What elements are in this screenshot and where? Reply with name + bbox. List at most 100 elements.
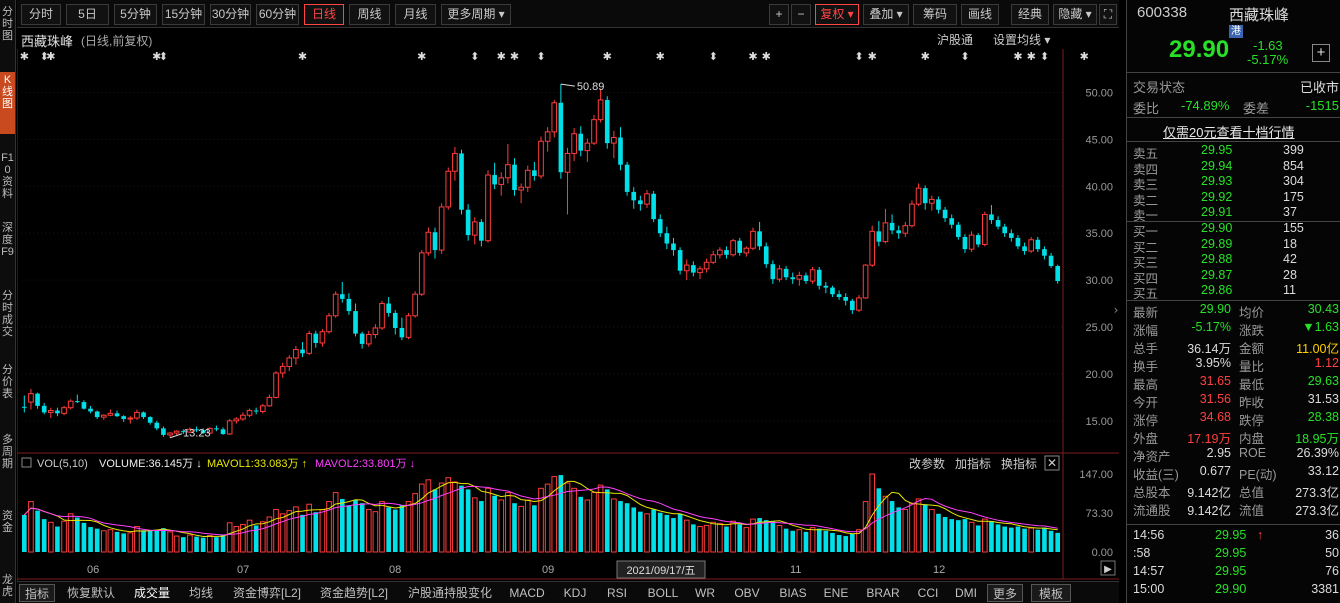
collapse-panel-icon[interactable]: › — [1114, 303, 1119, 317]
indicator-tab[interactable]: WR — [695, 586, 715, 600]
candle — [359, 331, 365, 349]
volume-bar — [856, 529, 862, 553]
fullscreen-icon[interactable]: ⛶ — [1099, 4, 1117, 25]
event-marker-icon[interactable]: ✱ — [868, 50, 877, 63]
order-book-row[interactable]: 买一 29.90 155 — [1133, 221, 1304, 239]
side-tab[interactable]: 资金 — [2, 510, 13, 534]
indicator-tab[interactable]: 均线 — [188, 586, 213, 600]
order-book-row[interactable]: 卖一 29.91 37 — [1133, 205, 1297, 224]
event-marker-icon[interactable]: ✱ — [921, 50, 930, 63]
event-marker-icon[interactable]: ⬍ — [854, 50, 863, 63]
event-marker-icon[interactable]: ✱ — [497, 50, 506, 63]
indicator-tab[interactable]: OBV — [734, 586, 760, 600]
order-book-row[interactable]: 买四 29.87 28 — [1133, 267, 1297, 286]
event-marker-icon[interactable]: ⬍ — [709, 50, 718, 63]
event-marker-icon[interactable]: ✱ — [1013, 50, 1022, 63]
indicator-tab[interactable]: BIAS — [779, 586, 807, 600]
event-marker-icon[interactable]: ✱ — [748, 50, 757, 63]
indicator-tab[interactable]: 沪股通持股变化 — [407, 586, 492, 600]
indicator-tab[interactable]: BRAR — [866, 586, 900, 600]
event-marker-icon[interactable]: ✱ — [46, 50, 55, 63]
period-button[interactable]: 5日 — [66, 4, 109, 25]
indicator-tab[interactable]: MACD — [509, 586, 545, 600]
side-tab[interactable]: F10资料 — [1, 152, 14, 200]
toolbar-button[interactable]: 复权 ▾ — [815, 4, 859, 25]
toolbar-button[interactable]: 经典 — [1011, 4, 1049, 25]
indicator-button[interactable]: 加指标 — [955, 456, 991, 471]
side-tab[interactable]: 多周期 — [2, 434, 13, 470]
indicator-tab[interactable]: 恢复默认 — [66, 586, 115, 600]
ma-settings-button[interactable]: 设置均线 ▾ — [993, 33, 1051, 47]
order-book-row[interactable]: 卖五 29.95 399 — [1133, 143, 1304, 161]
side-tab[interactable]: K线图 — [0, 72, 15, 134]
indicator-tab[interactable]: KDJ — [563, 586, 587, 600]
event-marker-icon[interactable]: ✱ — [298, 50, 307, 63]
indicator-tab[interactable]: CCI — [917, 586, 939, 600]
indicator-tab[interactable]: DMI — [955, 586, 977, 600]
toolbar-button[interactable]: 筹码 — [913, 4, 957, 25]
indicator-tab[interactable]: BOLL — [647, 586, 679, 600]
event-marker-icon[interactable]: ✱ — [417, 50, 426, 63]
event-marker-icon[interactable]: ✱ — [1027, 50, 1036, 63]
toolbar-button[interactable]: + — [769, 4, 789, 25]
volume-bar — [273, 509, 279, 553]
indicator-tab[interactable]: 更多 — [987, 584, 1023, 602]
level2-promo-link[interactable]: 仅需20元查看十档行情 — [1163, 125, 1295, 140]
side-tab[interactable]: 分价表 — [2, 364, 13, 400]
order-book-row[interactable]: 卖三 29.93 304 — [1133, 174, 1304, 193]
order-book-row[interactable]: 买二 29.89 18 — [1133, 236, 1297, 255]
event-marker-icon[interactable]: ✱ — [1080, 50, 1089, 63]
event-marker-icon[interactable]: ⬍ — [1040, 50, 1049, 63]
event-marker-icon[interactable]: ✱ — [762, 50, 771, 63]
close-indicator-icon[interactable] — [1044, 455, 1060, 471]
period-button[interactable]: 更多周期 ▾ — [441, 4, 511, 25]
volume-bar — [803, 531, 809, 552]
add-watchlist-button[interactable]: + — [1312, 44, 1330, 62]
period-button[interactable]: 5分钟 — [114, 4, 157, 25]
hgt-link[interactable]: 沪股通 — [937, 33, 974, 47]
event-marker-icon[interactable]: ✱ — [20, 50, 29, 63]
order-book-row[interactable]: 买三 29.88 42 — [1133, 252, 1297, 271]
indicator-button[interactable]: 换指标 — [1001, 456, 1037, 471]
side-tab[interactable]: 分时成交 — [2, 290, 13, 338]
indicator-tab[interactable]: ENE — [823, 586, 849, 600]
event-marker-icon[interactable]: ⬍ — [536, 50, 545, 63]
order-book-row[interactable]: 卖二 29.92 175 — [1133, 189, 1304, 208]
event-marker-icon[interactable]: ✱ — [152, 50, 161, 63]
toolbar-button[interactable]: 画线 — [961, 4, 999, 25]
period-button[interactable]: 日线 — [304, 4, 344, 25]
side-tab[interactable]: 龙虎 — [2, 574, 13, 598]
period-button[interactable]: 30分钟 — [210, 4, 251, 25]
toolbar-button[interactable]: 叠加 ▾ — [863, 4, 909, 25]
kline-chart[interactable]: 50.00 45.00 40.00 35.00 30.00 25.00 20.00 15.00… — [17, 49, 1119, 603]
indicator-tab[interactable]: 指标 — [19, 584, 55, 602]
event-marker-icon[interactable]: ⬍ — [470, 50, 479, 63]
indicator-tab[interactable]: 资金博弈[L2] — [232, 586, 302, 600]
toolbar-button[interactable]: 隐藏 ▾ — [1053, 4, 1097, 25]
side-tab[interactable]: 深度F9 — [1, 222, 14, 258]
event-marker-icon[interactable]: ⬍ — [960, 50, 969, 63]
indicator-tab[interactable]: 成交量 — [133, 586, 170, 600]
period-button[interactable]: 月线 — [395, 4, 436, 25]
period-button[interactable]: 周线 — [349, 4, 390, 25]
event-marker-icon[interactable]: ✱ — [656, 50, 665, 63]
quote-stat-row: 外盘 17.19万 内盘 18.95万 — [1133, 432, 1339, 446]
volume-bar — [353, 500, 358, 552]
period-button[interactable]: 15分钟 — [162, 4, 205, 25]
side-tab[interactable]: 分时图 — [2, 6, 13, 42]
period-button[interactable]: 60分钟 — [256, 4, 299, 25]
order-book-row[interactable]: 买五 29.86 11 — [1133, 283, 1296, 302]
indicator-button[interactable]: 改参数 — [909, 456, 945, 471]
toolbar-button[interactable]: − — [791, 4, 811, 25]
indicator-tab[interactable]: RSI — [606, 586, 627, 600]
candle — [293, 345, 299, 365]
indicator-tab[interactable]: 资金趋势[L2] — [319, 586, 389, 600]
event-marker-icon[interactable]: ⬍ — [40, 50, 49, 63]
event-marker-icon[interactable]: ✱ — [603, 50, 612, 63]
event-marker-icon[interactable]: ⬍ — [159, 50, 168, 63]
indicator-tab[interactable]: 模板 — [1031, 584, 1071, 602]
order-book-row[interactable]: 卖四 29.94 854 — [1133, 158, 1304, 177]
period-button[interactable]: 分时 — [21, 4, 61, 25]
scroll-right-icon[interactable] — [1100, 560, 1116, 576]
event-marker-icon[interactable]: ✱ — [510, 50, 519, 63]
